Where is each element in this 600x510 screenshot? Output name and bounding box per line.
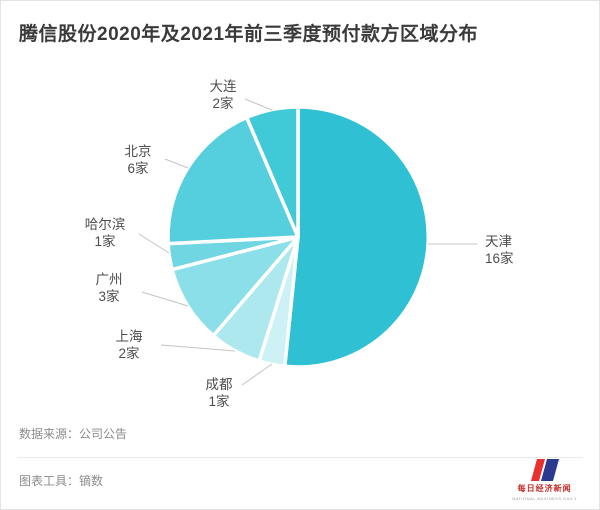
pie-slice-tianjin bbox=[283, 105, 431, 369]
slice-label-tianjin: 天津 16家 bbox=[485, 234, 514, 266]
nbd-logo: 每日经济新闻 NATIONAL BUSINESS DAILY bbox=[512, 459, 577, 501]
chart-tool-label: 图表工具：镝数 bbox=[19, 474, 104, 488]
slice-label-dalian: 大连 2家 bbox=[210, 79, 237, 111]
label-connector-shanghai bbox=[160, 344, 236, 352]
label-connector-dalian bbox=[244, 98, 273, 111]
logo-mark-icon bbox=[530, 459, 559, 481]
label-connector-beijing bbox=[164, 158, 189, 169]
label-connector-chengdu bbox=[241, 363, 273, 386]
label-connector-guangzhou bbox=[141, 291, 189, 307]
footer-divider bbox=[17, 457, 583, 458]
chart-title: 腾信股份2020年及2021年前三季度预付款方区域分布 bbox=[19, 24, 479, 45]
label-connector-haerbin bbox=[138, 233, 170, 254]
slice-label-beijing: 北京 6家 bbox=[125, 144, 152, 176]
slice-label-shanghai: 上海 2家 bbox=[116, 329, 143, 361]
slice-label-guangzhou: 广州 3家 bbox=[96, 272, 123, 304]
logo-text: 每日经济新闻 bbox=[517, 484, 572, 493]
slice-label-haerbin: 哈尔滨 1家 bbox=[85, 217, 126, 249]
slice-label-chengdu: 成都 1家 bbox=[206, 377, 233, 409]
data-source-label: 数据来源：公司公告 bbox=[19, 427, 128, 441]
logo-subtext: NATIONAL BUSINESS DAILY bbox=[512, 496, 577, 501]
